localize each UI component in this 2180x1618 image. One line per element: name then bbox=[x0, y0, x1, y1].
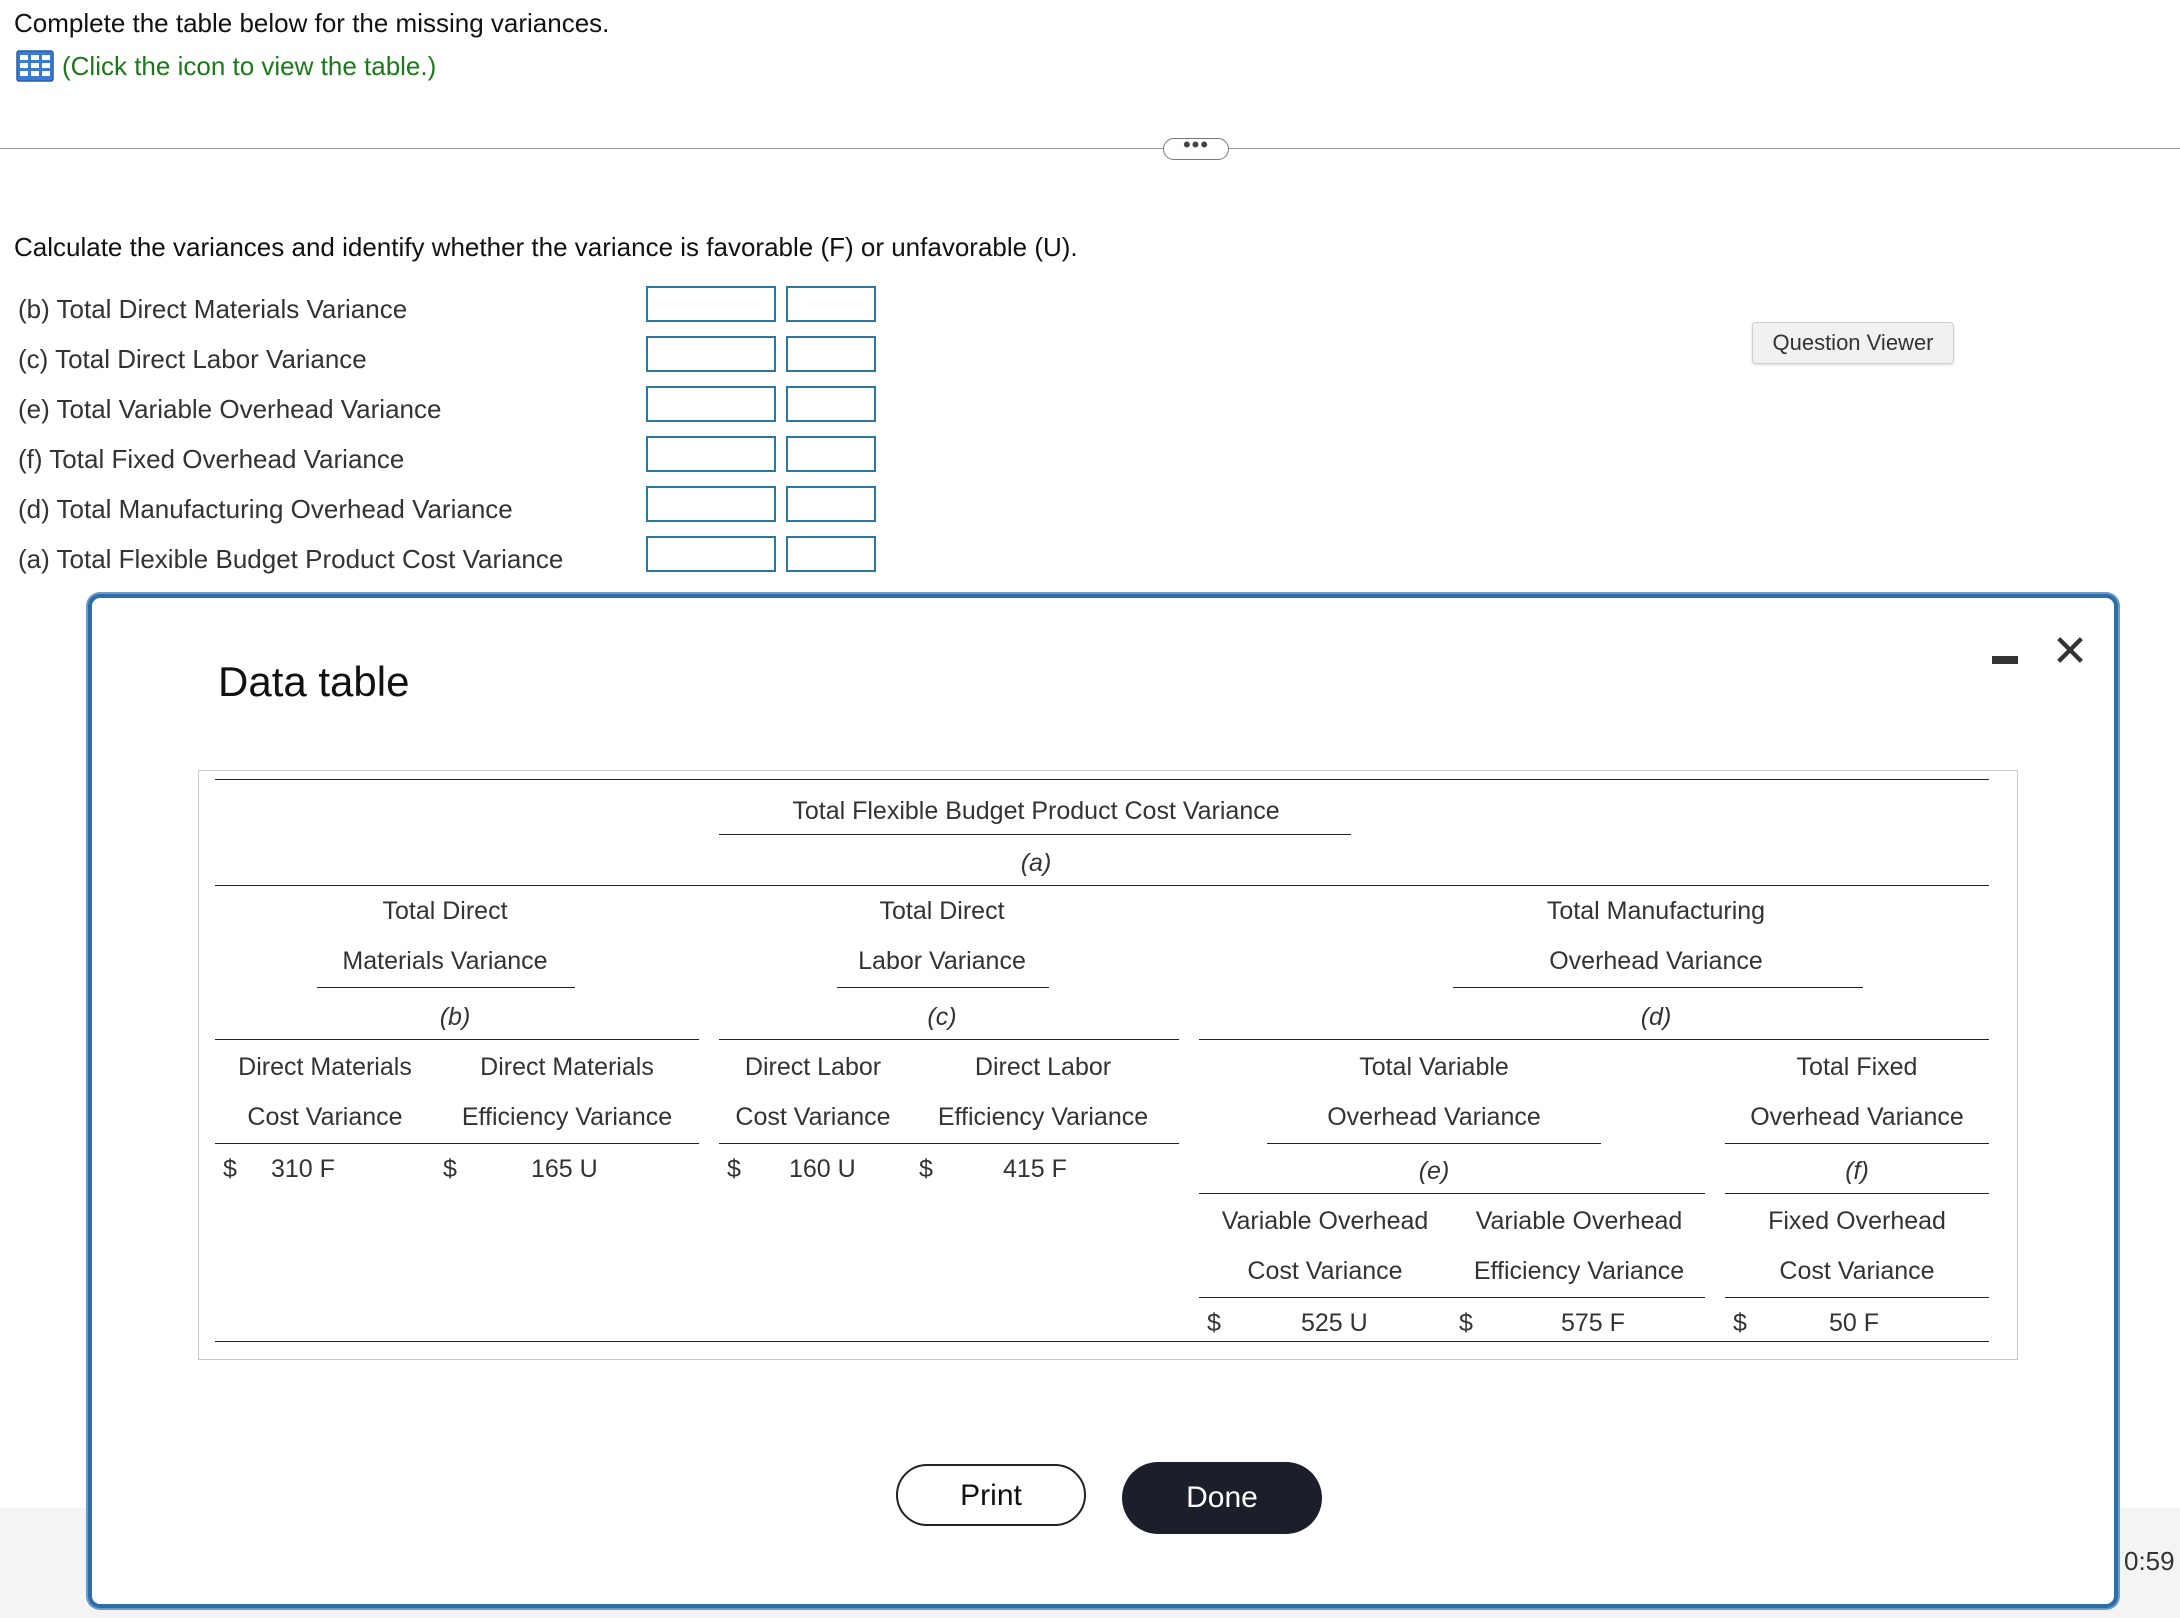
fo-cost-header-1: Fixed Overhead bbox=[1768, 1207, 1946, 1235]
answer-d-amount-input[interactable] bbox=[646, 486, 776, 522]
dm-header-rule bbox=[317, 987, 575, 988]
dl-cost-header-1: Direct Labor bbox=[744, 1053, 882, 1081]
answer-d-fu-input[interactable] bbox=[786, 486, 876, 522]
rule-b bbox=[215, 1039, 699, 1040]
answer-f-amount-input[interactable] bbox=[646, 436, 776, 472]
table-top-rule bbox=[215, 779, 1989, 780]
rule-dm-sub bbox=[215, 1143, 699, 1144]
print-button[interactable]: Print bbox=[896, 1464, 1086, 1526]
dm-eff-header-2: Efficiency Variance bbox=[461, 1103, 673, 1131]
dl-eff-header-2: Efficiency Variance bbox=[937, 1103, 1149, 1131]
currency-symbol: $ bbox=[443, 1155, 457, 1183]
timer: 0:59 bbox=[2124, 1546, 2175, 1576]
dm-header-1: Total Direct bbox=[382, 897, 508, 925]
rule-d bbox=[1199, 1039, 1989, 1040]
answer-e-amount-input[interactable] bbox=[646, 386, 776, 422]
close-icon[interactable]: ✕ bbox=[2051, 627, 2089, 676]
tvo-header-2: Overhead Variance bbox=[1327, 1103, 1541, 1131]
expand-button[interactable]: ••• bbox=[1163, 134, 1229, 160]
tfo-header-rule bbox=[1725, 1143, 1989, 1144]
dl-eff-header-1: Direct Labor bbox=[974, 1053, 1112, 1081]
tfo-header-2: Overhead Variance bbox=[1750, 1103, 1964, 1131]
question-label-b: (b) Total Direct Materials Variance bbox=[18, 294, 408, 324]
currency-symbol: $ bbox=[1459, 1309, 1473, 1337]
dm-cost-value: 310 F bbox=[271, 1155, 335, 1183]
answer-c-amount-input[interactable] bbox=[646, 336, 776, 372]
dl-header-2: Labor Variance bbox=[858, 947, 1026, 975]
vo-cost-header-1: Variable Overhead bbox=[1221, 1207, 1429, 1235]
answer-b-amount-input[interactable] bbox=[646, 286, 776, 322]
dl-header-1: Total Direct bbox=[879, 897, 1005, 925]
rule-vo-sub bbox=[1199, 1297, 1705, 1298]
rule-e bbox=[1199, 1193, 1705, 1194]
dl-cost-header-2: Cost Variance bbox=[735, 1103, 891, 1131]
dm-eff-header-1: Direct Materials bbox=[480, 1053, 654, 1081]
currency-symbol: $ bbox=[919, 1155, 933, 1183]
top-letter: (a) bbox=[1020, 849, 1052, 877]
rule-dl-sub bbox=[719, 1143, 1179, 1144]
vo-cost-value: 525 U bbox=[1301, 1309, 1368, 1337]
answer-c-fu-input[interactable] bbox=[786, 336, 876, 372]
section-divider bbox=[0, 148, 2180, 149]
dl-letter: (c) bbox=[927, 1003, 957, 1031]
instructions-text: Complete the table below for the missing… bbox=[14, 8, 610, 38]
answer-e-fu-input[interactable] bbox=[786, 386, 876, 422]
rule-a bbox=[215, 885, 1989, 886]
top-header: Total Flexible Budget Product Cost Varia… bbox=[792, 797, 1280, 825]
question-label-c: (c) Total Direct Labor Variance bbox=[18, 344, 367, 374]
modal-title: Data table bbox=[218, 658, 410, 705]
data-table-modal: Data table ✕ Total Flexible Budget Produ… bbox=[88, 594, 2118, 1608]
answer-a-fu-input[interactable] bbox=[786, 536, 876, 572]
tvo-header-1: Total Variable bbox=[1359, 1053, 1509, 1081]
dm-letter: (b) bbox=[439, 1003, 471, 1031]
mo-header-2: Overhead Variance bbox=[1549, 947, 1763, 975]
vo-eff-header-2: Efficiency Variance bbox=[1473, 1257, 1685, 1285]
fo-cost-value: 50 F bbox=[1829, 1309, 1880, 1337]
rule-fo-sub bbox=[1725, 1297, 1989, 1298]
dm-eff-value: 165 U bbox=[531, 1155, 598, 1183]
vo-eff-header-1: Variable Overhead bbox=[1475, 1207, 1683, 1235]
tvo-letter: (e) bbox=[1418, 1157, 1450, 1185]
dl-eff-value: 415 F bbox=[1003, 1155, 1067, 1183]
done-button[interactable]: Done bbox=[1122, 1462, 1322, 1534]
question-viewer-button[interactable]: Question Viewer bbox=[1752, 322, 1954, 364]
table-icon[interactable] bbox=[16, 50, 54, 82]
mo-letter: (d) bbox=[1640, 1003, 1672, 1031]
answer-b-fu-input[interactable] bbox=[786, 286, 876, 322]
dl-cost-value: 160 U bbox=[789, 1155, 856, 1183]
mo-header-1: Total Manufacturing bbox=[1546, 897, 1766, 925]
minimize-icon[interactable] bbox=[1992, 656, 2018, 664]
currency-symbol: $ bbox=[1207, 1309, 1221, 1337]
fo-cost-header-2: Cost Variance bbox=[1779, 1257, 1935, 1285]
question-label-e: (e) Total Variable Overhead Variance bbox=[18, 394, 442, 424]
question-label-a: (a) Total Flexible Budget Product Cost V… bbox=[18, 544, 564, 574]
calculation-instructions: Calculate the variances and identify whe… bbox=[14, 232, 1078, 262]
table-bottom-rule bbox=[215, 1341, 1989, 1342]
variance-table: Total Flexible Budget Product Cost Varia… bbox=[198, 770, 2018, 1360]
question-label-d: (d) Total Manufacturing Overhead Varianc… bbox=[18, 494, 513, 524]
answer-a-amount-input[interactable] bbox=[646, 536, 776, 572]
dm-header-2: Materials Variance bbox=[342, 947, 548, 975]
tfo-header-1: Total Fixed bbox=[1796, 1053, 1918, 1081]
currency-symbol: $ bbox=[727, 1155, 741, 1183]
vo-eff-value: 575 F bbox=[1561, 1309, 1625, 1337]
currency-symbol: $ bbox=[1733, 1309, 1747, 1337]
rule-f bbox=[1725, 1193, 1989, 1194]
answer-f-fu-input[interactable] bbox=[786, 436, 876, 472]
currency-symbol: $ bbox=[223, 1155, 237, 1183]
tfo-letter: (f) bbox=[1845, 1157, 1869, 1185]
mo-header-rule bbox=[1453, 987, 1863, 988]
top-header-rule bbox=[719, 834, 1351, 835]
view-table-link-text[interactable]: (Click the icon to view the table.) bbox=[62, 50, 437, 81]
dm-cost-header-2: Cost Variance bbox=[247, 1103, 403, 1131]
dm-cost-header-1: Direct Materials bbox=[238, 1053, 412, 1081]
vo-cost-header-2: Cost Variance bbox=[1247, 1257, 1403, 1285]
tvo-header-rule bbox=[1267, 1143, 1601, 1144]
dl-header-rule bbox=[837, 987, 1049, 988]
view-table-link[interactable]: (Click the icon to view the table.) bbox=[16, 48, 436, 84]
question-label-f: (f) Total Fixed Overhead Variance bbox=[18, 444, 405, 474]
rule-c bbox=[719, 1039, 1179, 1040]
